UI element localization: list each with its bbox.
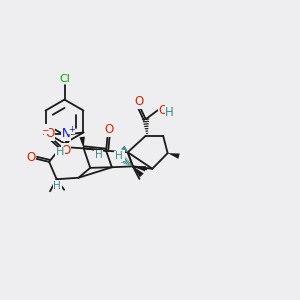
Text: Cl: Cl	[59, 74, 70, 84]
Text: H: H	[95, 150, 103, 161]
Text: O: O	[134, 95, 144, 108]
Polygon shape	[168, 153, 180, 159]
Text: O: O	[158, 104, 168, 117]
Text: H: H	[116, 151, 124, 160]
Polygon shape	[133, 166, 144, 177]
Text: −: −	[41, 125, 49, 134]
Text: O: O	[104, 123, 114, 136]
Text: N: N	[62, 128, 70, 140]
Text: H: H	[53, 181, 61, 191]
Text: H: H	[56, 147, 64, 157]
Text: H: H	[115, 151, 122, 161]
Polygon shape	[80, 136, 85, 148]
Text: O: O	[45, 128, 54, 140]
Text: O: O	[26, 151, 36, 164]
Polygon shape	[133, 166, 146, 171]
Text: H: H	[165, 106, 174, 118]
Text: +: +	[68, 125, 75, 134]
Text: O: O	[61, 144, 71, 157]
